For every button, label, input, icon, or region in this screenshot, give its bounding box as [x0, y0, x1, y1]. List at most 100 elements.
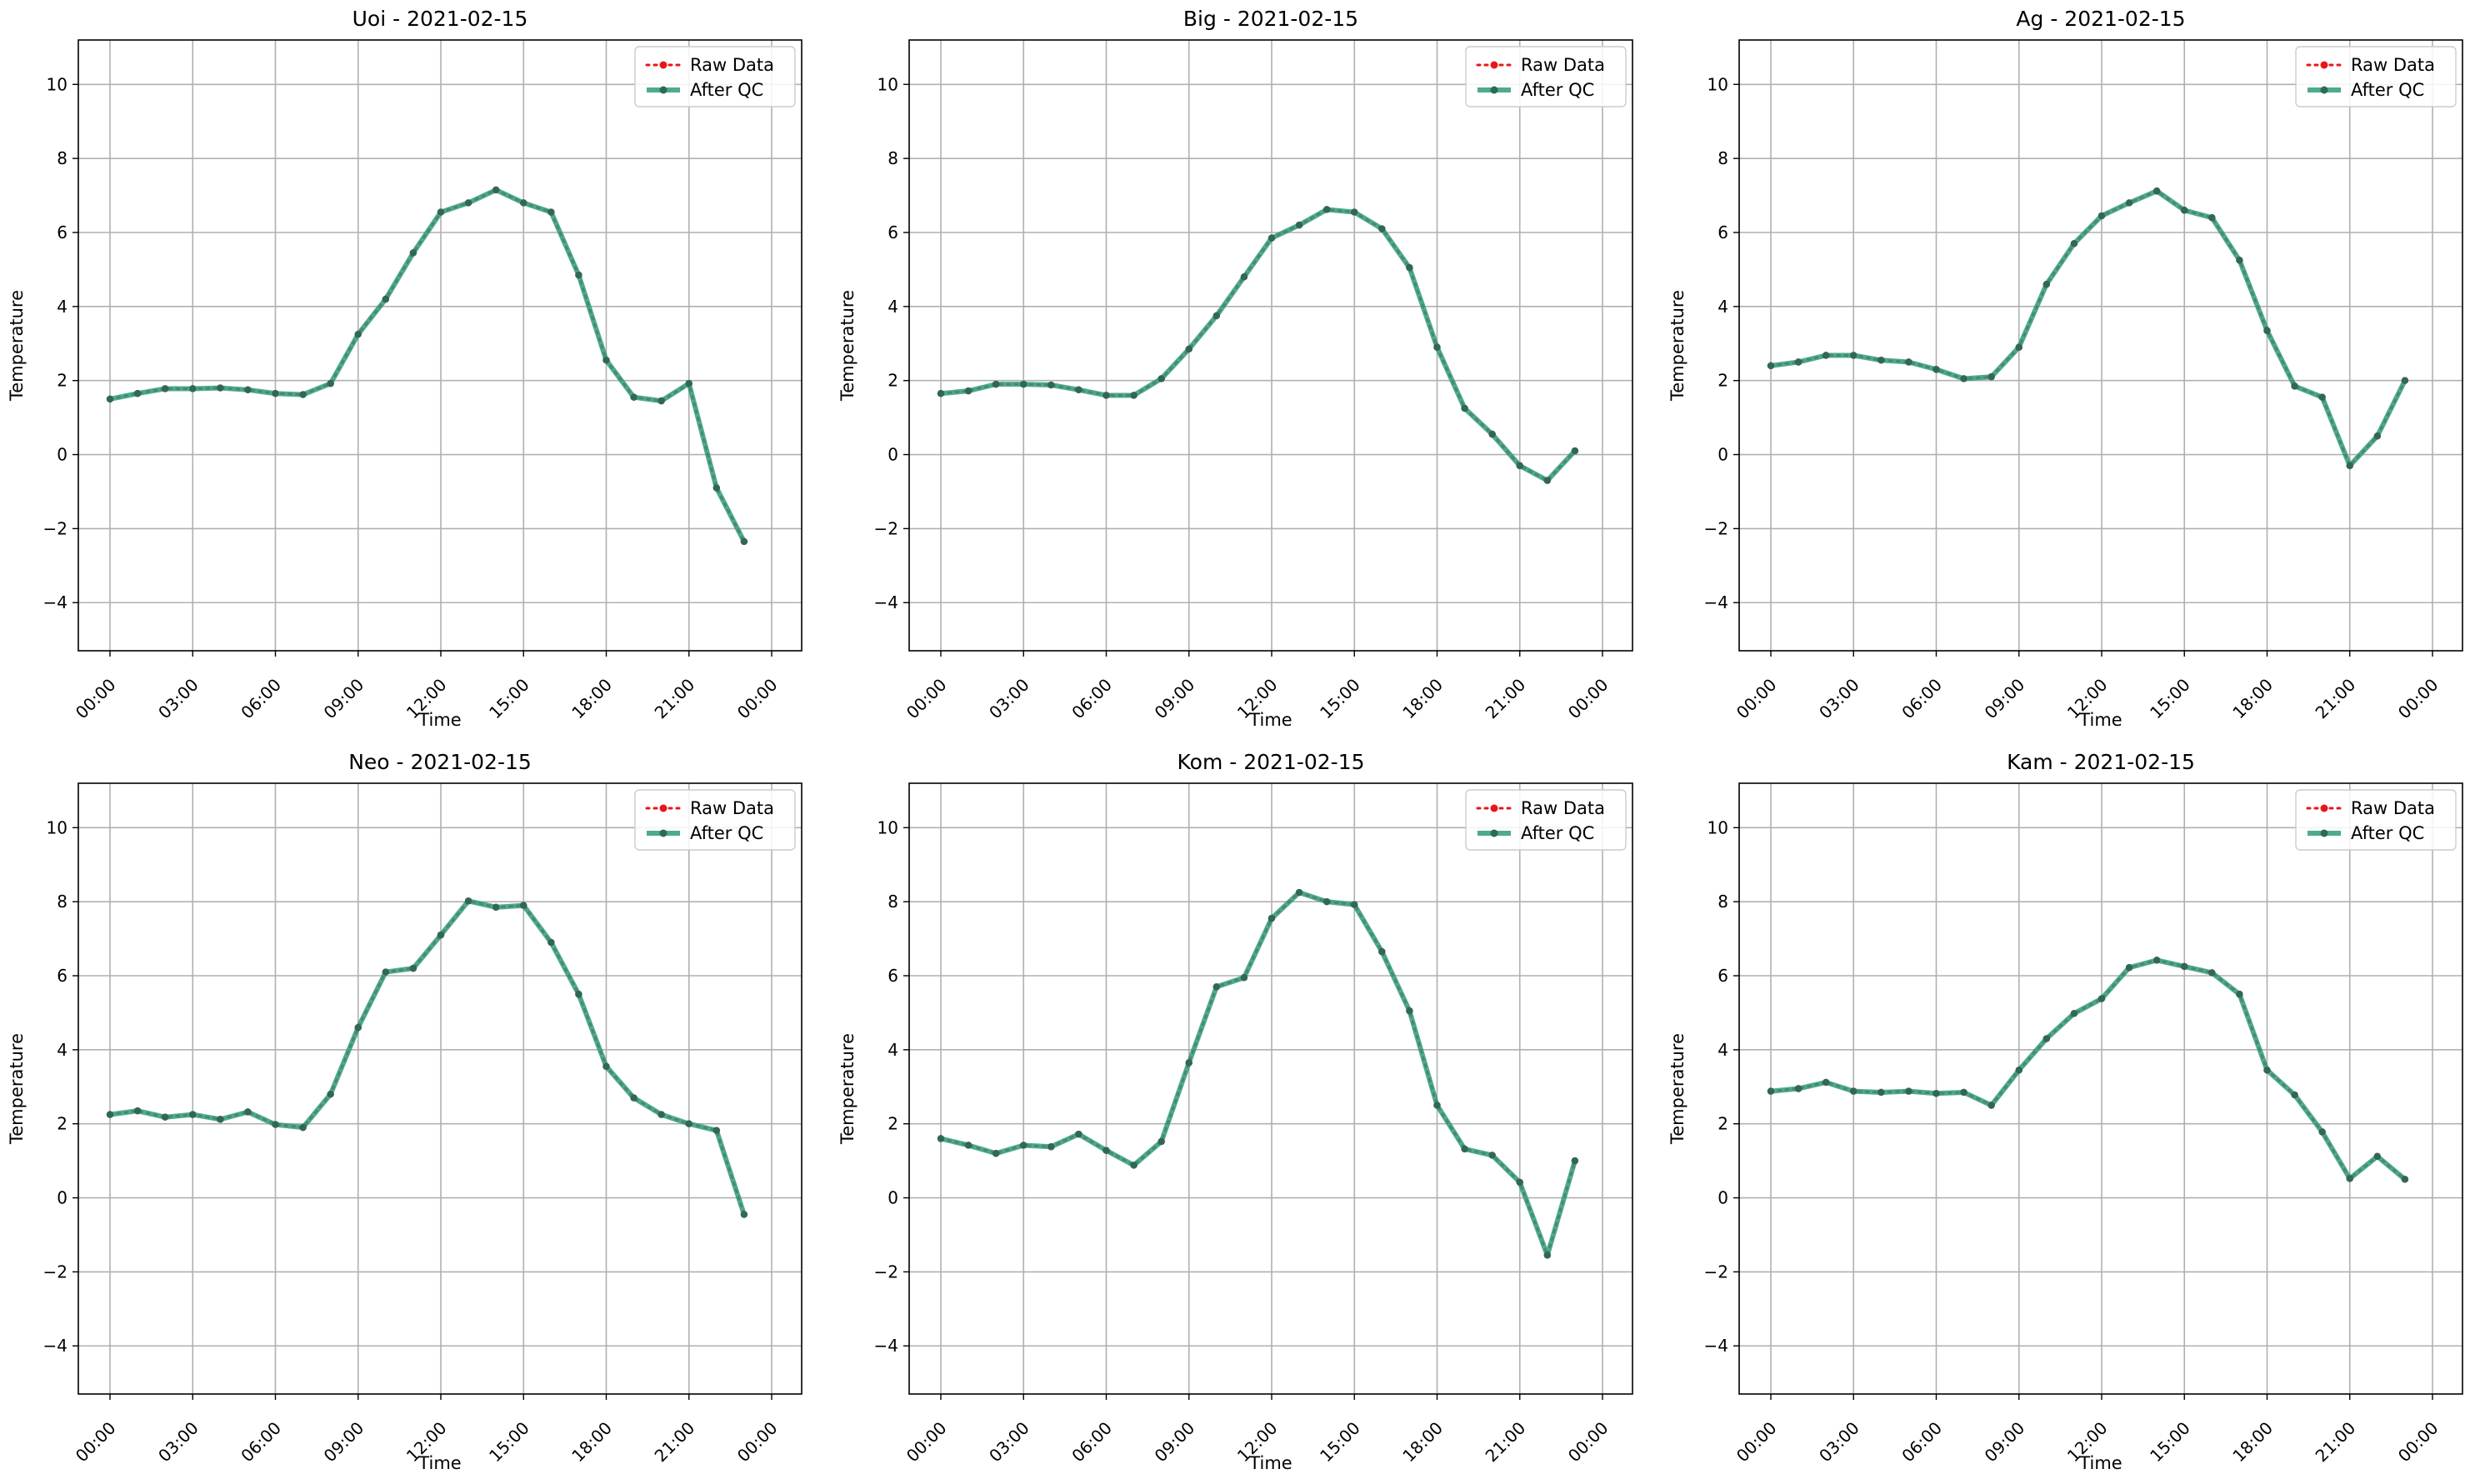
x-axis-label: Time [418, 710, 461, 730]
after-qc-point [1878, 357, 1885, 364]
after-qc-point [2318, 1128, 2326, 1136]
legend-label-raw-data: Raw Data [690, 798, 774, 818]
after-qc-point [161, 385, 169, 392]
after-qc-point [992, 380, 1000, 388]
y-tick-label: 6 [1718, 966, 1728, 986]
y-tick-label: −2 [874, 1262, 898, 1282]
x-tick-label: 09:00 [1151, 675, 1199, 723]
legend: Raw Data After QC [1465, 789, 1627, 851]
legend-label-raw-data: Raw Data [1521, 55, 1605, 75]
x-axis-label: Time [1248, 1453, 1292, 1473]
y-tick-label: 4 [57, 1040, 68, 1060]
after-qc-point [1516, 1178, 1523, 1187]
after-qc-point [1185, 1059, 1192, 1067]
after-qc-point [2208, 214, 2216, 222]
after-qc-point [492, 186, 500, 194]
x-tick-label: 06:00 [1068, 675, 1116, 723]
after-qc-point [658, 397, 665, 405]
series-line-after-qc [109, 898, 747, 1216]
after-qc-point [1322, 206, 1331, 213]
after-qc-point [354, 1024, 362, 1032]
after-qc-point [1822, 1078, 1830, 1087]
x-tick-label: 09:00 [320, 675, 368, 723]
subplot-2: 00:00 03:00 06:00 09:00 12:00 15:00 18:00 21:00… [838, 7, 1633, 730]
y-tick-label: 8 [57, 148, 68, 168]
after-qc-point [1822, 352, 1830, 359]
y-axis-label: Temperature [838, 290, 858, 402]
y-tick-label: −4 [874, 592, 898, 612]
x-tick-label: 00:00 [1732, 1418, 1781, 1467]
x-tick-label: 03:00 [154, 1418, 202, 1467]
after-qc-point [1406, 264, 1413, 272]
legend: Raw Data After QC [1465, 46, 1627, 107]
after-qc-point [2015, 1067, 2022, 1074]
after-qc-point [409, 964, 418, 972]
after-qc-point [1102, 392, 1110, 399]
y-tick-label: 0 [57, 445, 68, 465]
x-tick-label: 00:00 [1564, 1418, 1612, 1467]
legend-qc-marker [1490, 86, 1498, 94]
legend-label-after-qc: After QC [2351, 80, 2424, 100]
x-tick-label: 00:00 [2394, 675, 2442, 723]
after-qc-point [133, 390, 142, 397]
after-qc-point [2152, 187, 2161, 195]
y-tick-label: 8 [1718, 148, 1728, 168]
after-qc-point [1351, 901, 1358, 908]
x-tick-label: 00:00 [2394, 1418, 2442, 1467]
after-qc-point [2401, 1176, 2409, 1183]
after-qc-point [1406, 1007, 1413, 1015]
legend-qc-marker [2320, 86, 2328, 94]
x-tick-label: 00:00 [733, 1418, 782, 1467]
after-qc-point [1351, 208, 1358, 216]
after-qc-point [1960, 375, 1968, 382]
after-qc-point [382, 968, 390, 976]
legend-label-after-qc: After QC [690, 823, 763, 843]
legend-qc-marker [659, 86, 668, 94]
after-qc-point [244, 1108, 252, 1116]
legend-qc-marker [1490, 829, 1498, 837]
after-qc-point [1075, 1130, 1082, 1138]
after-qc-point [2015, 343, 2022, 351]
after-qc-point [299, 391, 307, 398]
after-qc-point [2291, 1091, 2298, 1099]
x-tick-label: 06:00 [237, 675, 285, 723]
y-tick-label: 10 [878, 817, 898, 837]
after-qc-point [2125, 964, 2133, 972]
y-tick-label: −4 [1704, 1336, 1728, 1356]
legend: Raw Data After QC [2295, 46, 2457, 107]
after-qc-point [1571, 447, 1579, 455]
after-qc-point [189, 1111, 197, 1118]
after-qc-point [2208, 969, 2216, 977]
x-tick-label: 03:00 [154, 675, 202, 723]
series-line-raw-data [939, 207, 1577, 482]
y-axis-label: Temperature [7, 1033, 27, 1145]
x-tick-label: 06:00 [1068, 1418, 1116, 1467]
series-line-after-qc [1770, 188, 2408, 468]
y-tick-label: 8 [888, 148, 898, 168]
after-qc-point [2263, 1067, 2271, 1074]
after-qc-point [1488, 1152, 1496, 1159]
after-qc-point [630, 393, 638, 401]
x-tick-label: 06:00 [1898, 1418, 1946, 1467]
after-qc-point [964, 1142, 972, 1149]
after-qc-point [1516, 462, 1523, 470]
axes-frame [1738, 39, 2463, 652]
x-tick-label: 03:00 [985, 1418, 1033, 1467]
after-qc-point [1378, 225, 1386, 232]
after-qc-point [1932, 1090, 1940, 1097]
after-qc-point [1268, 914, 1276, 922]
after-qc-point [1794, 1085, 1802, 1092]
y-tick-label: 0 [57, 1188, 68, 1208]
after-qc-point [1048, 1143, 1055, 1151]
subplot-6: 00:00 03:00 06:00 09:00 12:00 15:00 18:00 21:00… [1668, 750, 2463, 1473]
after-qc-point [1130, 392, 1138, 399]
after-qc-point [2291, 382, 2298, 390]
y-tick-label: 6 [57, 966, 68, 986]
y-tick-label: −4 [43, 592, 68, 612]
after-qc-point [1905, 358, 1912, 366]
after-qc-point [2125, 199, 2133, 207]
legend-raw-marker [1490, 61, 1498, 69]
after-qc-point [2042, 1035, 2051, 1042]
y-tick-label: 6 [1718, 222, 1728, 242]
after-qc-point [1240, 974, 1248, 982]
